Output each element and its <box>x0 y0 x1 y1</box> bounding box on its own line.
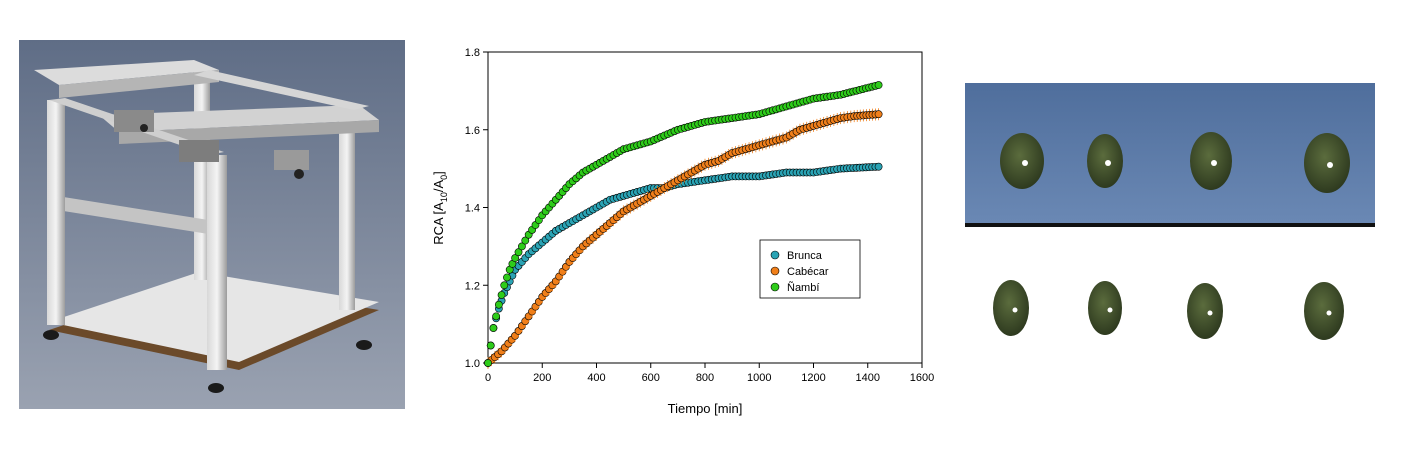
data-point <box>874 162 883 171</box>
series-layer <box>484 81 883 369</box>
data-point <box>521 236 530 245</box>
series-3 <box>484 81 883 367</box>
beans-on-cloth <box>1000 132 1350 193</box>
x-tick-label: 800 <box>696 372 714 384</box>
series-1 <box>484 162 883 367</box>
beans-segmented <box>993 280 1344 340</box>
y-axis-ticks: 1.0 1.2 1.4 1.6 1.8 <box>465 47 488 370</box>
data-point <box>511 254 520 262</box>
x-axis-ticks: 0 200 400 600 800 1000 1200 1400 1600 <box>485 363 934 384</box>
data-point <box>514 248 523 257</box>
y-tick-label: 1.8 <box>465 47 480 59</box>
x-tick-label: 400 <box>587 372 605 384</box>
x-tick-label: 200 <box>533 372 551 384</box>
data-point <box>486 341 495 350</box>
data-point <box>500 281 509 290</box>
bean <box>1087 134 1123 188</box>
legend-marker <box>770 282 780 292</box>
x-tick-label: 1200 <box>801 372 825 384</box>
data-point <box>874 81 883 89</box>
bean <box>1187 283 1223 339</box>
y-tick-label: 1.2 <box>465 280 480 292</box>
x-tick-label: 600 <box>642 372 660 384</box>
legend-label: Ñambí <box>787 281 819 294</box>
data-point <box>518 242 526 251</box>
legend-marker <box>770 250 780 260</box>
bean <box>1088 281 1122 335</box>
bean <box>1304 133 1350 193</box>
data-point <box>503 273 511 282</box>
legend-label: Cabécar <box>787 266 829 278</box>
data-point <box>484 359 492 367</box>
x-tick-label: 0 <box>485 372 491 384</box>
y-tick-label: 1.6 <box>465 125 480 137</box>
x-axis-label: Tiempo [min] <box>668 401 743 416</box>
data-point <box>489 324 498 332</box>
data-point <box>492 312 501 321</box>
bean-photo-panel <box>965 83 1375 345</box>
plot-frame <box>487 51 923 364</box>
data-point <box>494 300 503 309</box>
data-point <box>874 110 883 119</box>
bean <box>1304 282 1344 340</box>
rig-rendering-image <box>19 40 405 409</box>
y-axis-label: RCA [A10/A0] <box>431 171 449 245</box>
bean <box>1190 132 1232 190</box>
legend-label: Brunca <box>787 250 823 262</box>
x-tick-label: 1600 <box>910 372 934 384</box>
legend-marker <box>770 266 780 276</box>
bean <box>993 280 1029 336</box>
bean <box>1000 133 1044 189</box>
rca-chart: 0 200 400 600 800 1000 1200 1400 1600 1.0 1.2 1.4 1… <box>425 40 945 430</box>
x-tick-label: 1000 <box>747 372 771 384</box>
y-tick-label: 1.4 <box>465 203 480 215</box>
legend: Brunca Cabécar Ñambí <box>759 239 861 299</box>
x-tick-label: 1400 <box>856 372 880 384</box>
data-point <box>497 291 506 299</box>
y-tick-label: 1.0 <box>465 358 480 370</box>
